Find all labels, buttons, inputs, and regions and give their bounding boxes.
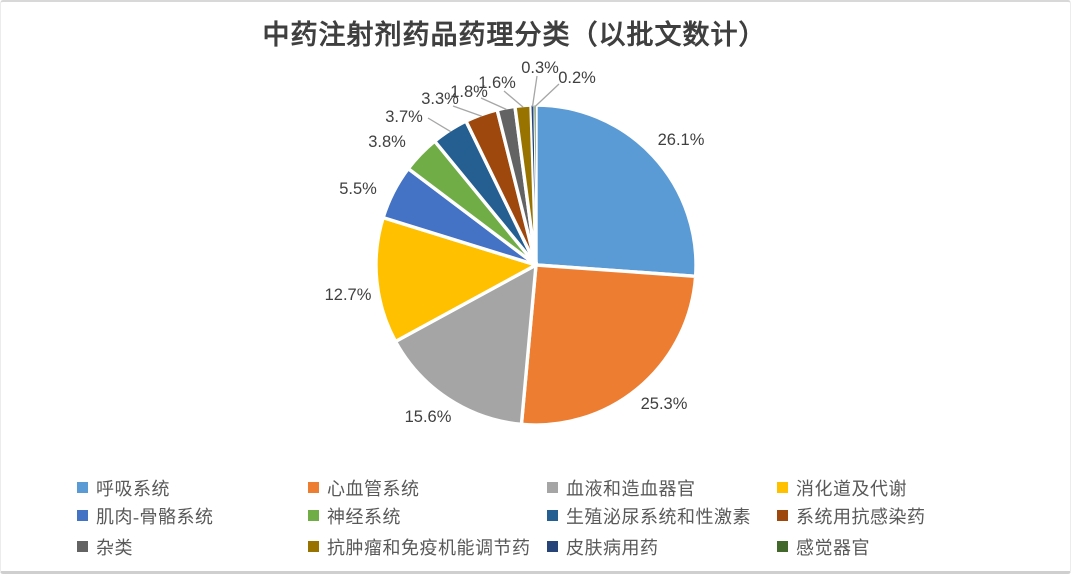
percent-label-9: 1.6% [478, 74, 516, 92]
percent-label-10: 0.3% [521, 59, 559, 77]
pie-slice-3 [374, 215, 541, 344]
percent-label-8: 1.8% [450, 83, 488, 101]
label-leader-line [427, 117, 451, 133]
percent-label-11: 0.2% [558, 69, 596, 87]
label-leader-line [480, 97, 507, 110]
percent-label-3: 12.7% [325, 286, 372, 304]
percent-label-6: 3.7% [385, 108, 423, 126]
percent-label-4: 5.5% [339, 180, 377, 198]
pie-slice-2 [393, 261, 538, 427]
percent-label-7: 3.3% [421, 90, 459, 108]
label-leader-line [452, 105, 483, 117]
percent-label-5: 3.8% [368, 133, 406, 151]
label-leader-line [531, 75, 538, 107]
pie-slice-0 [534, 103, 698, 279]
percent-label-0: 26.1% [658, 131, 705, 149]
pie-slice-1 [519, 263, 698, 427]
percent-label-2: 15.6% [405, 408, 452, 426]
percent-label-1: 25.3% [641, 395, 688, 413]
chart-title: 中药注射剂药品药理分类（以批文数计） [262, 20, 767, 50]
label-leader-line [534, 83, 560, 108]
label-leader-line [503, 90, 524, 108]
